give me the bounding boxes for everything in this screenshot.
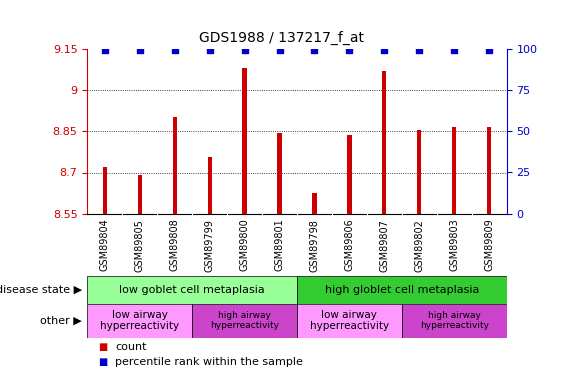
- Point: [345, 46, 354, 53]
- Text: GSM89799: GSM89799: [204, 219, 215, 272]
- Bar: [382, 71, 386, 214]
- Text: high airway
hyperreactivity: high airway hyperreactivity: [210, 311, 279, 330]
- Point: [135, 46, 144, 53]
- Text: GDS1988 / 137217_f_at: GDS1988 / 137217_f_at: [199, 31, 364, 45]
- Text: low airway
hyperreactivity: low airway hyperreactivity: [310, 310, 389, 332]
- Point: [275, 46, 284, 53]
- Point: [485, 46, 494, 53]
- Point: [205, 46, 214, 53]
- Text: GSM89804: GSM89804: [100, 219, 110, 272]
- Point: [450, 46, 459, 53]
- Point: [310, 46, 319, 53]
- Bar: [402, 304, 507, 338]
- Text: GSM89809: GSM89809: [484, 219, 494, 272]
- Text: GSM89803: GSM89803: [449, 219, 459, 272]
- Text: high globlet cell metaplasia: high globlet cell metaplasia: [325, 285, 479, 295]
- Bar: [208, 158, 212, 214]
- Point: [100, 46, 109, 53]
- Text: ■: ■: [99, 357, 108, 367]
- Bar: [172, 117, 177, 214]
- Bar: [278, 133, 282, 214]
- Bar: [487, 127, 491, 214]
- Text: high airway
hyperreactivity: high airway hyperreactivity: [420, 311, 489, 330]
- Text: other ▶: other ▶: [40, 316, 82, 326]
- Point: [415, 46, 424, 53]
- Text: count: count: [115, 342, 147, 352]
- Text: GSM89808: GSM89808: [169, 219, 180, 272]
- Bar: [137, 175, 142, 214]
- Point: [380, 46, 389, 53]
- Text: GSM89798: GSM89798: [310, 219, 319, 272]
- Bar: [347, 135, 351, 214]
- Bar: [297, 276, 507, 304]
- Bar: [297, 304, 402, 338]
- Point: [170, 46, 179, 53]
- Text: GSM89805: GSM89805: [135, 219, 145, 272]
- Text: disease state ▶: disease state ▶: [0, 285, 82, 295]
- Text: ■: ■: [99, 342, 108, 352]
- Bar: [87, 276, 297, 304]
- Text: low airway
hyperreactivity: low airway hyperreactivity: [100, 310, 179, 332]
- Bar: [192, 304, 297, 338]
- Bar: [452, 127, 457, 214]
- Bar: [102, 167, 107, 214]
- Text: GSM89806: GSM89806: [345, 219, 355, 272]
- Text: GSM89801: GSM89801: [275, 219, 284, 272]
- Bar: [312, 193, 316, 214]
- Text: GSM89807: GSM89807: [379, 219, 390, 272]
- Text: percentile rank within the sample: percentile rank within the sample: [115, 357, 303, 367]
- Bar: [417, 130, 422, 214]
- Bar: [87, 304, 192, 338]
- Text: GSM89802: GSM89802: [414, 219, 425, 272]
- Bar: [243, 68, 247, 214]
- Point: [240, 46, 249, 53]
- Text: GSM89800: GSM89800: [239, 219, 249, 272]
- Text: low goblet cell metaplasia: low goblet cell metaplasia: [119, 285, 265, 295]
